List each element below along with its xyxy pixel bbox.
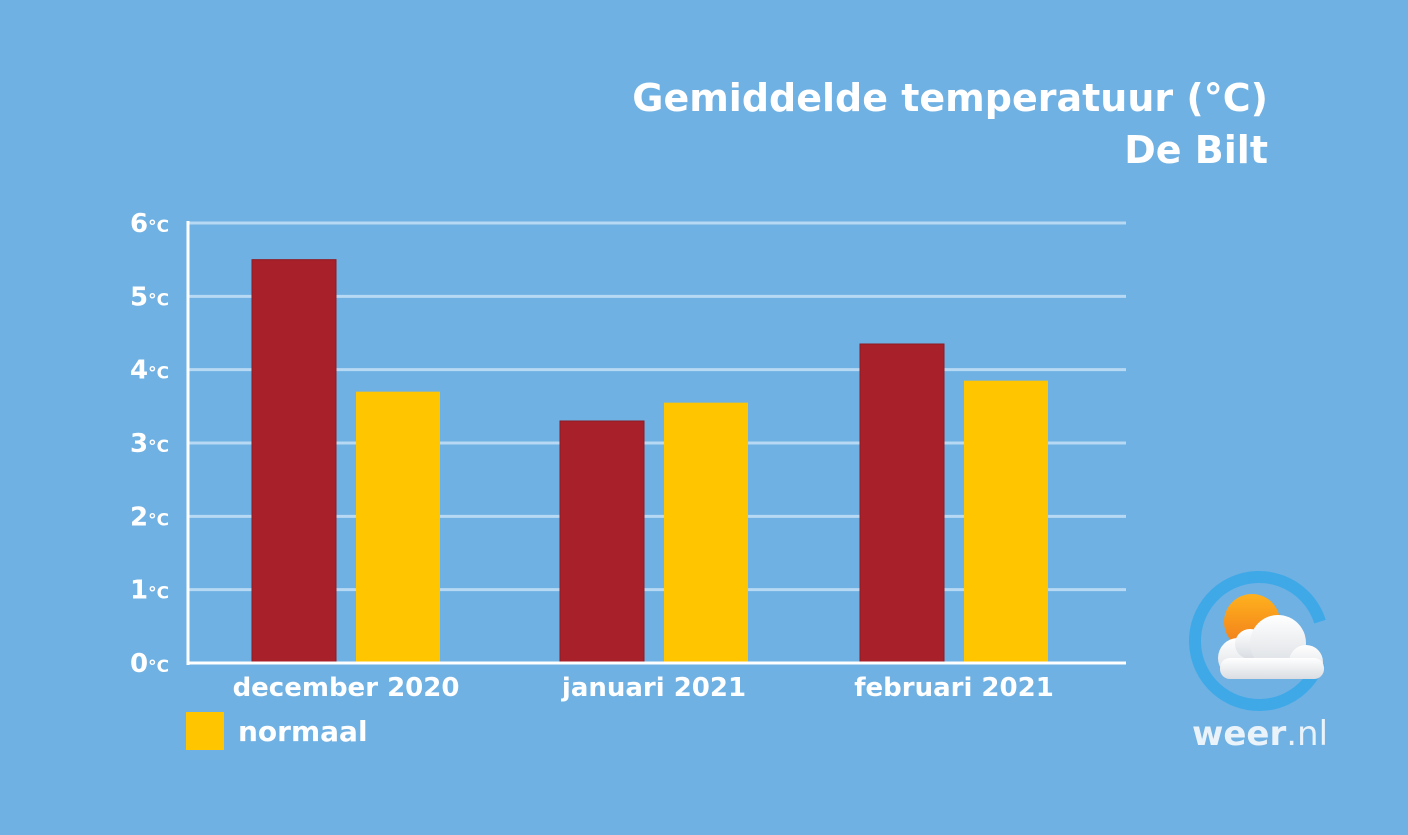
logo-text-bold: weer xyxy=(1191,714,1287,754)
sun-cloud-icon xyxy=(1189,571,1329,711)
y-tick-label: 2°C xyxy=(130,502,169,532)
chart-subtitle: De Bilt xyxy=(1124,128,1268,172)
axes xyxy=(186,221,1126,665)
y-tick-label: 6°C xyxy=(130,209,169,239)
x-category-label: februari 2021 xyxy=(854,673,1054,703)
x-category-labels: december 2020 januari 2021 februari 2021 xyxy=(233,673,1054,703)
x-category-label: januari 2021 xyxy=(561,673,746,703)
chart-title: Gemiddelde temperatuur (°C) De Bilt xyxy=(632,72,1268,176)
y-tick-label: 0°C xyxy=(130,649,169,679)
y-tick-label: 4°C xyxy=(130,356,169,386)
legend-swatch-normaal xyxy=(186,712,224,750)
x-category-label: december 2020 xyxy=(233,673,460,703)
logo-text-light: .nl xyxy=(1286,714,1329,754)
y-tick-label: 1°C xyxy=(130,576,169,606)
legend: normaal xyxy=(186,712,368,750)
weer-nl-logo: weer.nl xyxy=(1180,566,1340,756)
chart-title-line1: Gemiddelde temperatuur (°C) xyxy=(632,76,1268,120)
bars xyxy=(251,259,1048,664)
y-tick-labels: 0°C 1°C 2°C 3°C 4°C 5°C 6°C xyxy=(130,209,169,679)
bar-gemeten xyxy=(251,259,337,664)
y-tick-label: 5°C xyxy=(130,282,169,312)
bar-gemeten xyxy=(859,343,945,664)
bar-gemeten xyxy=(559,420,645,664)
bar-normaal xyxy=(356,391,440,663)
logo-text: weer.nl xyxy=(1180,714,1340,754)
legend-label-normaal: normaal xyxy=(238,714,368,748)
y-tick-label: 3°C xyxy=(130,429,169,459)
bar-normaal xyxy=(664,402,748,663)
bar-normaal xyxy=(964,380,1048,663)
